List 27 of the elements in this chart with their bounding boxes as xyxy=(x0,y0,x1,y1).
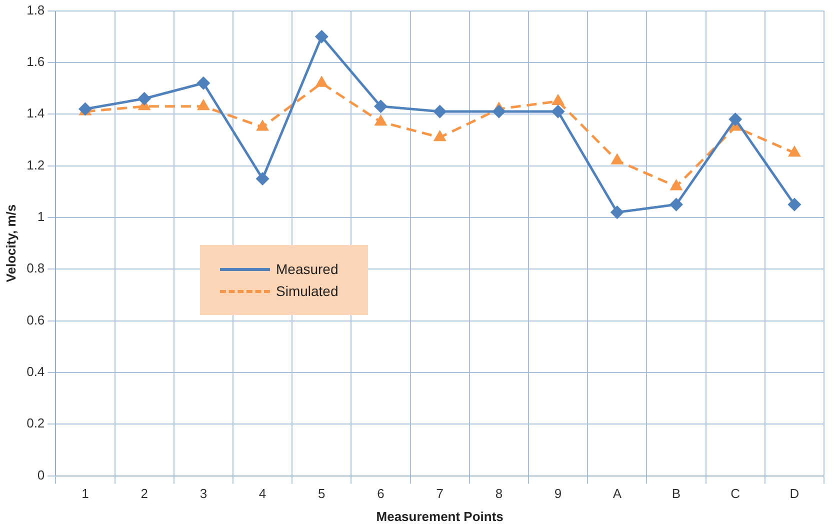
y-tick-label: 1.2 xyxy=(26,157,45,172)
x-tick-label: D xyxy=(790,486,800,502)
y-tick-label: 0.8 xyxy=(26,260,45,276)
x-tick-label: C xyxy=(730,486,740,502)
y-tick-label: 0.4 xyxy=(26,364,45,380)
x-tick-label: 2 xyxy=(140,486,148,502)
x-tick-label: 4 xyxy=(258,486,266,502)
x-tick-label: B xyxy=(672,486,681,502)
y-tick-label: 0 xyxy=(37,467,45,482)
y-tick-label: 1.8 xyxy=(26,2,45,18)
x-tick-label: 7 xyxy=(436,486,444,502)
x-tick-label: 3 xyxy=(200,486,208,502)
y-tick-label: 0.2 xyxy=(26,416,45,431)
x-tick-label: 1 xyxy=(82,486,89,502)
x-tick-label: 8 xyxy=(495,486,503,502)
y-tick-label: 0.6 xyxy=(26,312,45,328)
x-tick-label: 9 xyxy=(554,486,562,502)
y-tick-label: 1.4 xyxy=(26,106,45,121)
x-axis-title: Measurement Points xyxy=(376,508,504,524)
y-tick-label: 1 xyxy=(37,209,45,224)
x-tick-label: 6 xyxy=(377,486,384,502)
legend-label: Simulated xyxy=(276,283,338,299)
x-tick-label: A xyxy=(612,486,622,502)
y-tick-label: 1.6 xyxy=(26,54,45,70)
x-tick-label: 5 xyxy=(318,486,326,502)
y-axis-title: Velocity, m/s xyxy=(3,204,18,282)
legend-label: Measured xyxy=(276,261,338,277)
